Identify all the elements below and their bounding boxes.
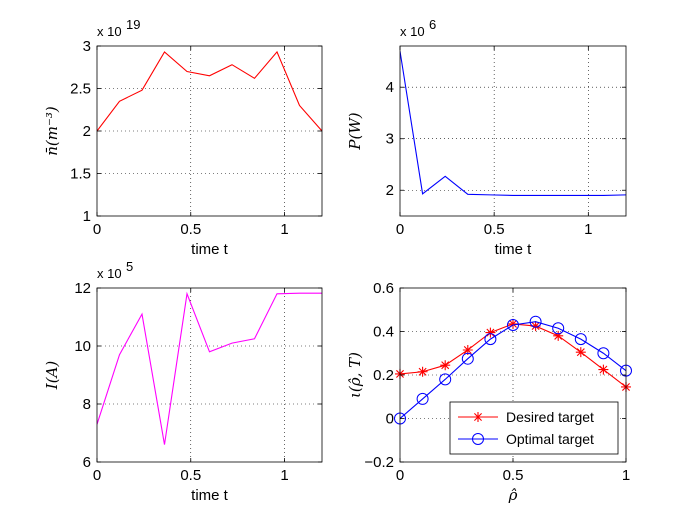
x-tick-label: 0.5 [503, 467, 524, 484]
y-tick-label: 0.4 [373, 324, 394, 341]
x-tick-label: 0 [396, 221, 404, 238]
chart-current: 0 0.5 1 6 8 10 12 x 10 5 time t I(A) [43, 259, 323, 504]
data-point-star [462, 344, 473, 355]
data-point-star [575, 347, 586, 358]
y-tick-label: 12 [74, 280, 91, 297]
chart-density: 0 0.5 1 1 1.5 2 2.5 3 x 10 19 time t n̄(m⁻³) [43, 17, 323, 258]
x-axis-label: time t [495, 241, 533, 258]
y-exponent-power: 6 [429, 17, 436, 32]
y-tick-label: 0.6 [373, 280, 394, 297]
y-tick-label: 1.5 [70, 166, 91, 183]
y-exponent-multiplier: x 10 [400, 24, 425, 39]
x-tick-label: 0.5 [180, 221, 201, 238]
y-tick-label: 3 [83, 38, 91, 55]
legend-marker-star [473, 412, 483, 422]
y-tick-label: 10 [74, 338, 91, 355]
data-point-star [553, 330, 564, 341]
y-axis-label: I(A) [43, 361, 61, 391]
x-axis-label: time t [191, 241, 229, 258]
y-tick-label: 6 [83, 454, 91, 471]
x-tick-label: 1 [280, 221, 288, 238]
x-tick-label: 0.5 [484, 221, 505, 238]
y-tick-label: 1 [83, 208, 91, 225]
chart-power: 0 0.5 1 2 3 4 x 10 6 time t P(W) [346, 17, 627, 258]
y-tick-label: 2 [386, 182, 394, 199]
data-point-circle [597, 347, 610, 360]
x-tick-label: 1 [584, 221, 592, 238]
series-line-current [97, 291, 322, 445]
axes-frame [399, 45, 627, 217]
legend-label: Desired target [506, 409, 594, 425]
y-exponent-multiplier: x 10 [97, 266, 122, 281]
y-tick-label: 3 [386, 131, 394, 148]
data-point-circle [507, 318, 519, 331]
legend-marker-circle [472, 433, 484, 445]
data-point-star [417, 366, 428, 377]
data-point-circle [574, 333, 587, 346]
axes-frame [96, 287, 323, 463]
y-tick-label: 8 [83, 396, 91, 413]
x-tick-label: 0 [93, 467, 101, 484]
x-tick-label: 0 [396, 467, 404, 484]
y-tick-label: 0.2 [373, 367, 394, 384]
x-axis-label: ρ̂ [508, 486, 518, 504]
y-tick-label: 2.5 [70, 81, 91, 98]
y-exponent-power: 19 [126, 17, 140, 32]
data-point-circle [484, 333, 497, 346]
data-point-star [485, 327, 496, 338]
data-point-star [598, 364, 609, 375]
legend-box [449, 401, 619, 455]
data-point-circle [529, 315, 542, 328]
x-tick-label: 0.5 [180, 467, 201, 484]
y-exponent-power: 5 [126, 259, 133, 274]
x-tick-label: 1 [280, 467, 288, 484]
legend: Desired target Optimal target [449, 401, 619, 455]
y-axis-label: P(W) [346, 112, 364, 150]
y-exponent-multiplier: x 10 [97, 24, 122, 39]
chart-iota: 0 0.5 1−0.200.20.40.6ρ̂ι(ρ̂, T)Desired tar… [346, 280, 632, 504]
data-point-circle [552, 322, 565, 335]
series-line-power [400, 51, 626, 196]
y-tick-label: 2 [83, 123, 91, 140]
legend-label: Optimal target [506, 431, 594, 447]
y-tick-label: 4 [386, 79, 394, 96]
plot-area [97, 288, 322, 462]
data-point-circle [439, 373, 452, 386]
data-point-circle [416, 392, 429, 405]
data-point-circle [461, 352, 474, 365]
y-tick-label: −0.2 [364, 454, 394, 471]
series-line-optimal-target [400, 321, 626, 419]
y-tick-label: 0 [386, 411, 394, 428]
data-point-star [508, 318, 518, 329]
x-tick-label: 1 [622, 467, 630, 484]
y-axis-label: n̄(m⁻³) [43, 106, 61, 156]
y-axis-label: ι(ρ̂, T) [346, 352, 364, 398]
data-point-star [440, 360, 451, 371]
x-axis-label: time t [191, 487, 229, 504]
data-point-star [530, 321, 541, 332]
x-tick-label: 0 [93, 221, 101, 238]
series-line-density [97, 50, 322, 132]
